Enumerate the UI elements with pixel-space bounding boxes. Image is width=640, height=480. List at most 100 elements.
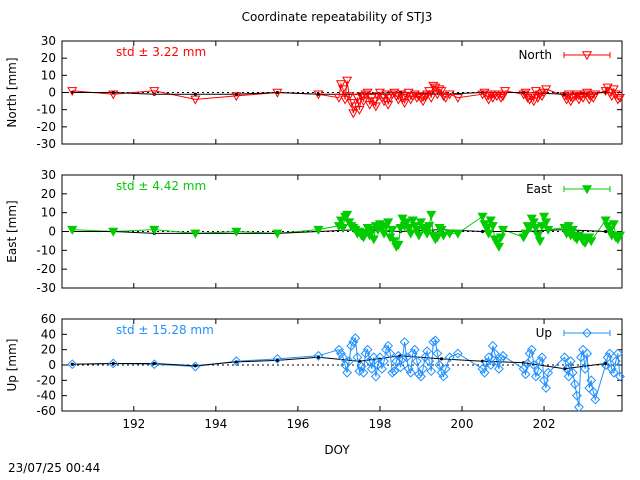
data-point — [608, 220, 619, 230]
data-point — [561, 95, 572, 105]
data-point — [612, 348, 623, 359]
data-point — [491, 356, 502, 367]
y-axis-label: East [mm] — [5, 200, 19, 262]
data-point — [358, 367, 369, 378]
data-point — [612, 95, 623, 105]
panel-north: -30 -20 -10 0 10 20 30 North [mm] std ± 3.22 mm N… — [5, 34, 626, 151]
data-point — [333, 93, 344, 103]
data-point — [190, 95, 201, 105]
mean-point — [152, 361, 156, 366]
mean-point — [193, 92, 197, 96]
data-point — [432, 90, 443, 100]
data-point — [590, 90, 601, 100]
data-point — [580, 363, 590, 374]
data-point — [483, 95, 494, 105]
data-point — [424, 356, 435, 367]
data-point — [370, 102, 381, 112]
data-point — [393, 350, 404, 361]
data-point — [67, 87, 78, 96]
data-point — [401, 352, 412, 363]
data-point — [67, 359, 78, 370]
data-point — [108, 358, 119, 369]
y-tick-label: -20 — [36, 120, 56, 134]
data-point — [416, 371, 426, 382]
data-point — [407, 216, 418, 226]
series-line — [72, 336, 621, 408]
data-point — [313, 225, 324, 235]
y-tick-label: 30 — [41, 34, 56, 48]
data-point — [362, 88, 373, 98]
y-axis-label: Up [mm] — [5, 339, 19, 392]
data-point — [405, 367, 416, 378]
data-point — [477, 212, 488, 222]
mean-point — [70, 362, 74, 366]
y-tick-label: -30 — [36, 137, 56, 151]
data-point — [590, 394, 601, 405]
legend-label: Up — [536, 326, 552, 340]
data-point — [485, 360, 496, 370]
y-axis-label: North [mm] — [5, 57, 19, 127]
data-point — [413, 231, 424, 241]
data-point — [600, 360, 611, 370]
mean-point — [234, 92, 238, 96]
data-point — [313, 90, 324, 100]
data-point — [389, 366, 400, 377]
data-point — [342, 210, 353, 220]
data-point — [543, 367, 554, 378]
data-point — [366, 363, 377, 374]
data-point — [344, 356, 355, 367]
data-point — [399, 99, 410, 109]
data-point — [615, 371, 625, 382]
data-point — [543, 225, 554, 235]
data-point — [377, 363, 387, 374]
data-point — [498, 350, 508, 361]
chart-title: Coordinate repeatability of STJ3 — [242, 10, 433, 24]
data-point — [418, 363, 428, 374]
data-point — [430, 335, 441, 346]
data-point — [422, 346, 433, 357]
data-point — [413, 92, 424, 102]
data-point — [518, 363, 529, 374]
data-point — [614, 231, 626, 241]
mean-point — [603, 229, 608, 234]
mean-point — [193, 364, 197, 368]
data-point — [366, 225, 377, 235]
y-tick-label: 0 — [48, 358, 56, 372]
data-point — [479, 367, 490, 378]
data-point — [368, 235, 379, 245]
x-tick-label: 196 — [286, 417, 309, 431]
legend-label: East — [526, 182, 552, 196]
data-point — [438, 92, 449, 102]
data-point — [436, 225, 447, 235]
data-point — [370, 371, 381, 382]
y-tick-label: -30 — [36, 281, 56, 295]
data-point — [574, 402, 584, 413]
data-point — [403, 363, 414, 374]
data-point — [383, 340, 394, 351]
data-point — [334, 344, 344, 355]
mean-point — [480, 229, 485, 234]
data-point — [399, 337, 410, 347]
data-point — [336, 348, 346, 359]
data-point — [387, 90, 398, 100]
data-point — [610, 356, 621, 367]
data-point — [477, 363, 488, 374]
data-point — [356, 92, 367, 102]
x-tick-label: 194 — [204, 417, 227, 431]
data-point — [580, 90, 591, 100]
std-label: std ± 15.28 mm — [116, 323, 214, 337]
data-point — [586, 92, 597, 102]
y-tick-label: 60 — [41, 312, 56, 326]
data-point — [424, 222, 435, 232]
data-point — [608, 85, 619, 95]
data-point — [335, 216, 347, 226]
data-point — [483, 352, 494, 363]
data-point — [602, 352, 613, 363]
data-point — [403, 224, 414, 233]
data-point — [604, 348, 615, 359]
data-point — [487, 222, 498, 232]
data-point — [368, 97, 379, 107]
y-tick-label: 40 — [41, 327, 56, 341]
data-point — [444, 229, 455, 239]
data-point — [383, 100, 394, 110]
